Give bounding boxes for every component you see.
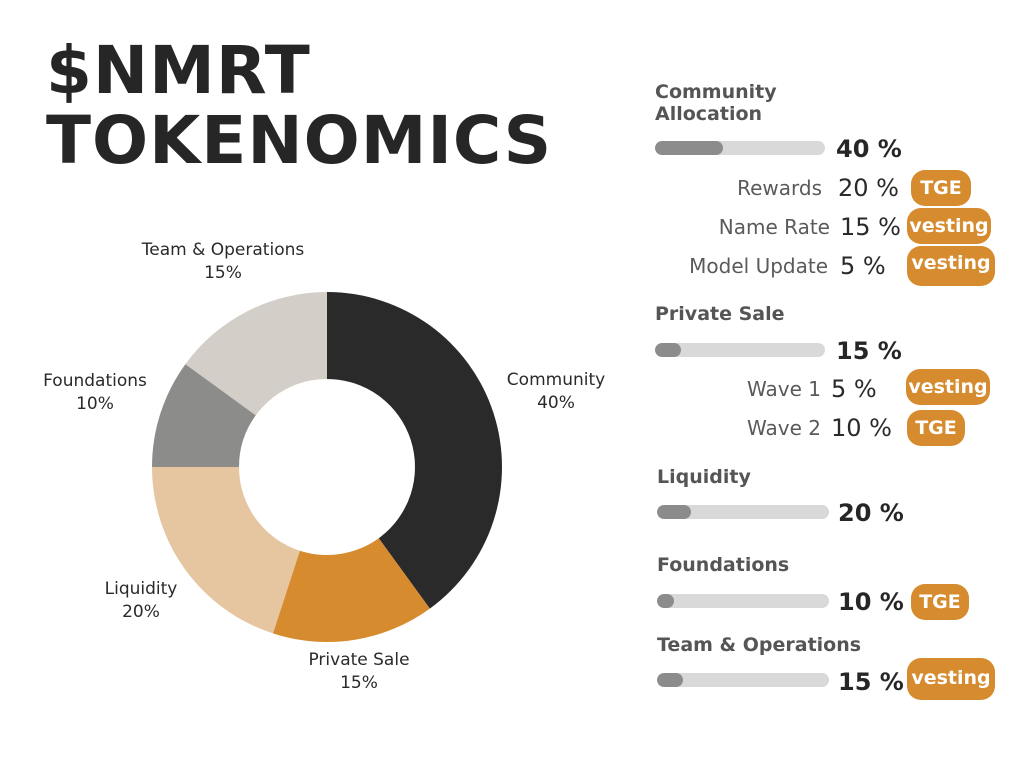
progress-bar-liquidity — [657, 505, 829, 519]
pie-label-name: Team & Operations — [141, 240, 305, 260]
sub-pct-wave-1: 5 % — [831, 375, 877, 403]
progress-bar-community — [655, 141, 825, 155]
donut-slice-team-operations — [185, 292, 327, 416]
pie-label-community: Community 40% — [507, 369, 605, 415]
progress-bar-private-sale — [655, 343, 825, 357]
pie-label-foundations: Foundations 10% — [43, 370, 147, 416]
pie-label-name: Community — [506, 370, 606, 390]
section-title-line: Allocation — [655, 103, 763, 125]
pie-label-pct: 20% — [122, 602, 160, 622]
pie-label-name: Foundations — [43, 371, 147, 391]
badge-vesting: vesting — [907, 208, 991, 244]
badge-tge: TGE — [911, 170, 971, 206]
badge-tge: TGE — [907, 410, 965, 446]
sub-pct-wave-2: 10 % — [831, 414, 892, 442]
sub-pct-rewards: 20 % — [838, 174, 899, 202]
pie-label-pct: 40% — [537, 393, 575, 413]
section-title-line: Community — [655, 81, 777, 103]
pie-label-name: Liquidity — [104, 579, 178, 599]
badge-tge: TGE — [911, 584, 969, 620]
progress-fill — [657, 673, 683, 687]
section-title-private-sale: Private Sale — [655, 303, 785, 325]
badge-vesting: vesting — [907, 246, 995, 286]
sub-label-model-update: Model Update — [689, 254, 828, 278]
pie-label-pct: 15% — [204, 263, 242, 283]
sub-label-wave-1: Wave 1 — [747, 377, 821, 401]
pie-label-pct: 10% — [76, 394, 114, 414]
progress-fill — [655, 141, 723, 155]
title-line-2: TOKENOMICS — [46, 102, 553, 179]
badge-vesting: vesting — [906, 369, 990, 405]
title-line-1: $NMRT — [46, 32, 311, 109]
badge-vesting: vesting — [907, 658, 995, 700]
progress-fill — [657, 594, 675, 608]
donut-slice-community — [327, 292, 503, 609]
section-pct-private-sale: 15 % — [836, 337, 902, 365]
sub-label-name-rate: Name Rate — [718, 215, 830, 239]
section-title-liquidity: Liquidity — [657, 466, 751, 488]
progress-fill — [655, 343, 681, 357]
progress-fill — [657, 505, 692, 519]
sub-pct-name-rate: 15 % — [840, 213, 901, 241]
pie-label-private-sale: Private Sale 15% — [308, 649, 409, 695]
sub-label-rewards: Rewards — [737, 176, 822, 200]
progress-bar-foundations — [657, 594, 829, 608]
pie-label-pct: 15% — [340, 673, 378, 693]
section-pct-liquidity: 20 % — [838, 499, 904, 527]
section-pct-foundations: 10 % — [838, 588, 904, 616]
section-title-community: Community Allocation — [655, 81, 777, 125]
pie-label-name: Private Sale — [308, 650, 410, 670]
sub-pct-model-update: 5 % — [840, 252, 886, 280]
donut-slice-private-sale — [272, 538, 430, 642]
section-title-team-operations: Team & Operations — [657, 634, 862, 656]
section-pct-team-operations: 15 % — [838, 668, 904, 696]
section-pct-community: 40 % — [836, 135, 902, 163]
progress-bar-team-operations — [657, 673, 829, 687]
donut-slice-foundations — [152, 364, 256, 467]
section-title-foundations: Foundations — [657, 554, 790, 576]
donut-slice-liquidity — [152, 467, 300, 634]
pie-label-team-operations: Team & Operations 15% — [142, 239, 304, 285]
sub-label-wave-2: Wave 2 — [747, 416, 821, 440]
pie-label-liquidity: Liquidity 20% — [105, 578, 178, 624]
